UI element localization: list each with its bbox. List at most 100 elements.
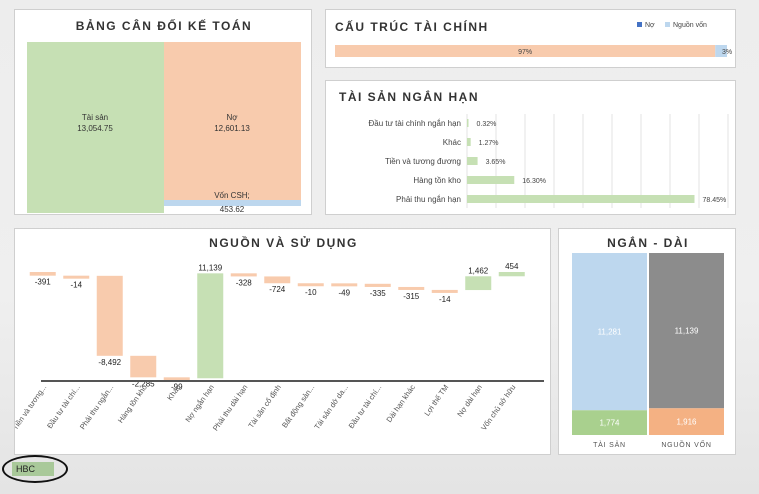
waterfall-category-label: Đầu tư tài chí...: [347, 383, 384, 430]
current-assets-category: Hàng tồn kho: [413, 176, 461, 185]
waterfall-category-label: Phải thu ngắn...: [78, 383, 116, 431]
current-assets-category: Khác: [443, 138, 461, 147]
current-assets-category: Đầu tư tài chính ngắn hạn: [368, 119, 461, 128]
waterfall-value-label: -2,285: [132, 379, 155, 388]
waterfall-value-label: -315: [403, 292, 420, 301]
short-long-panel: NGẮN - DÀI 11,281 1,774 TÀI SẢN 11,139 1,916…: [558, 228, 736, 455]
short-long-top-segment: [572, 253, 647, 411]
debt-share-label: 97%: [518, 49, 532, 56]
waterfall-category-label: Lợi thế TM: [422, 383, 450, 418]
assets-block: [27, 42, 164, 213]
waterfall-value-label: 454: [505, 262, 519, 271]
current-assets-title: TÀI SẢN NGẮN HẠN: [339, 90, 479, 104]
short-long-top-value: 11,281: [598, 328, 622, 337]
short-long-column-label: TÀI SẢN: [593, 440, 626, 449]
legend-debt-swatch: [637, 22, 642, 27]
current-assets-value: 16.30%: [522, 178, 546, 185]
waterfall-bar: [63, 275, 90, 279]
sources-uses-panel: NGUỒN VÀ SỬ DỤNG -391 Tiền và tương... -14…: [14, 228, 551, 455]
waterfall-category-label: Tài sản dở da...: [312, 383, 349, 431]
waterfall-bar: [431, 289, 458, 293]
liabilities-value: 12,601.13: [214, 124, 250, 133]
waterfall-bar: [297, 283, 324, 287]
current-assets-panel: TÀI SẢN NGẮN HẠN Đầu tư tài chính ngắn h…: [325, 80, 736, 215]
waterfall-value-label: -14: [439, 295, 451, 304]
waterfall-value-label: -328: [236, 278, 253, 287]
current-assets-chart: Đầu tư tài chính ngắn hạn 0.32% Khác 1.27% T…: [368, 114, 729, 208]
equity-label: Vốn CSH;: [214, 191, 250, 200]
liabilities-label: Nợ: [226, 113, 238, 122]
current-assets-bar: [467, 176, 515, 184]
short-long-bottom-value: 1,774: [599, 419, 620, 428]
equity-share-bar: [715, 45, 727, 57]
waterfall-value-label: -8,492: [98, 358, 121, 367]
assets-label: Tài sản: [82, 113, 108, 122]
short-long-chart: 11,281 1,774 TÀI SẢN 11,139 1,916 NGUỒN VỐN: [572, 253, 724, 449]
waterfall-value-label: -99: [171, 382, 183, 391]
short-long-bottom-segment: [649, 408, 724, 435]
waterfall-value-label: -10: [305, 288, 317, 297]
equity-block: [164, 200, 301, 206]
waterfall-value-label: 11,139: [198, 263, 222, 272]
waterfall-bar: [197, 273, 224, 379]
waterfall-category-label: Tiền và tương...: [15, 383, 48, 432]
capital-structure-title: CẤU TRÚC TÀI CHÍNH: [335, 20, 489, 34]
waterfall-bar: [364, 283, 391, 287]
legend-equity-label: Nguồn vốn: [673, 20, 707, 29]
waterfall-bar: [29, 272, 56, 276]
assets-value: 13,054.75: [77, 124, 113, 133]
waterfall-bar: [264, 276, 291, 284]
current-assets-bar: [467, 157, 478, 165]
waterfall-category-label: Dài hạn khác: [384, 383, 417, 424]
current-assets-bar: [467, 195, 695, 203]
sources-uses-chart: -391 Tiền và tương... -14 Đầu tư tài chí...…: [15, 262, 544, 433]
debt-share-bar: [335, 45, 716, 57]
sources-uses-title: NGUỒN VÀ SỬ DỤNG: [209, 236, 358, 250]
balance-sheet-panel: BẢNG CÂN ĐỐI KẾ TOÁN Tài sản 13,054.75 N…: [14, 9, 312, 215]
waterfall-bar: [331, 283, 358, 287]
waterfall-category-label: Tài sản cố định: [246, 383, 283, 430]
current-assets-bar: [467, 119, 469, 127]
short-long-bottom-segment: [572, 410, 647, 435]
waterfall-value-label: -724: [269, 285, 286, 294]
equity-share-label: 3%: [722, 49, 732, 56]
ticker-highlight-circle: [2, 455, 68, 483]
current-assets-bar: [467, 138, 471, 146]
waterfall-value-label: 1,462: [468, 266, 489, 275]
legend-equity-swatch: [665, 22, 670, 27]
waterfall-category-label: Bất động sản...: [280, 383, 316, 429]
capital-structure-chart: Nợ Nguồn vốn 97% 3%: [335, 20, 732, 57]
current-assets-value: 3.65%: [486, 159, 506, 166]
short-long-top-value: 11,139: [675, 327, 699, 336]
current-assets-value: 0.32%: [477, 121, 497, 128]
waterfall-bar: [398, 286, 425, 290]
waterfall-value-label: -49: [338, 288, 350, 297]
waterfall-bar: [130, 355, 157, 378]
waterfall-bar: [465, 276, 492, 291]
waterfall-value-label: -335: [370, 289, 387, 298]
equity-value: 453.62: [220, 205, 245, 214]
balance-sheet-title: BẢNG CÂN ĐỐI KẾ TOÁN: [75, 19, 253, 33]
waterfall-bar: [96, 275, 123, 356]
current-assets-value: 1.27%: [479, 140, 499, 147]
waterfall-category-label: Phải thu dài hạn: [211, 383, 249, 433]
waterfall-bar: [230, 273, 257, 277]
waterfall-category-label: Hàng tồn kho: [116, 383, 149, 425]
waterfall-value-label: -14: [70, 281, 82, 290]
waterfall-value-label: -391: [35, 278, 52, 287]
current-assets-value: 78.45%: [703, 197, 727, 204]
short-long-top-segment: [649, 253, 724, 409]
legend-debt-label: Nợ: [645, 22, 655, 29]
waterfall-category-label: Nợ dài hạn: [455, 383, 484, 418]
liabilities-block: [164, 42, 301, 200]
waterfall-bar: [498, 272, 525, 277]
waterfall-category-label: Vốn chủ sở hữu: [479, 383, 517, 432]
waterfall-category-label: Nợ ngắn hạn: [183, 383, 215, 424]
short-long-bottom-value: 1,916: [676, 418, 697, 427]
short-long-column-label: NGUỒN VỐN: [661, 439, 711, 449]
waterfall-bar: [163, 377, 190, 381]
balance-sheet-treemap: Tài sản 13,054.75 Nợ 12,601.13 Vốn CSH; …: [27, 42, 301, 214]
short-long-title: NGẮN - DÀI: [607, 236, 689, 250]
current-assets-category: Phải thu ngắn hạn: [396, 195, 461, 204]
waterfall-category-label: Đầu tư tài chí...: [45, 383, 82, 430]
